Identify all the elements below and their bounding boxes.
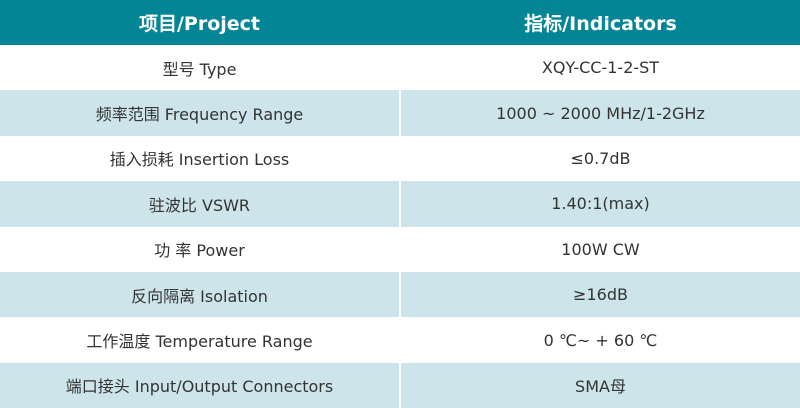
table-row: 频率范围 Frequency Range 1000 ~ 2000 MHz/1-2G… [0,90,800,136]
project-cell: 端口接头 Input/Output Connectors [0,362,399,408]
project-cell: 插入损耗 Insertion Loss [109,150,290,170]
project-cell: 驻波比 VSWR [0,181,399,227]
project-cell: 频率范围 Frequency Range [0,90,399,136]
indicator-cell: ≤0.7dB [570,148,631,168]
table-row: 插入损耗 Insertion Loss ≤0.7dB [0,136,800,181]
project-cell: 型号 Type [162,59,237,79]
table-row: 型号 Type XQY-CC-1-2-ST [0,45,800,90]
indicator-cell: 1000 ~ 2000 MHz/1-2GHz [401,90,800,136]
table-row: 反向隔离 Isolation ≥16dB [0,271,800,318]
header-indicators: 指标/Indicators [524,13,677,35]
project-cell: 工作温度 Temperature Range [86,332,313,352]
table-row: 功 率 Power 100W CW [0,227,800,272]
table-row: 驻波比 VSWR 1.40:1(max) [0,181,800,227]
indicator-cell: 0 ℃~ + 60 ℃ [543,330,658,350]
header-project: 项目/Project [138,13,261,35]
project-cell: 反向隔离 Isolation [0,271,399,318]
table-row: 端口接头 Input/Output Connectors SMA母 [0,362,800,408]
indicator-cell: SMA母 [401,362,800,408]
project-cell: 功 率 Power [154,241,245,261]
indicator-cell: XQY-CC-1-2-ST [541,58,660,78]
table-header: 项目/Project 指标/Indicators [0,0,800,45]
indicator-cell: ≥16dB [401,271,800,318]
indicator-cell: 100W CW [561,239,640,259]
table-row: 工作温度 Temperature Range 0 ℃~ + 60 ℃ [0,317,800,362]
table-body: 型号 Type XQY-CC-1-2-ST 频率范围 Frequency Range… [0,45,800,408]
indicator-cell: 1.40:1(max) [401,181,800,227]
